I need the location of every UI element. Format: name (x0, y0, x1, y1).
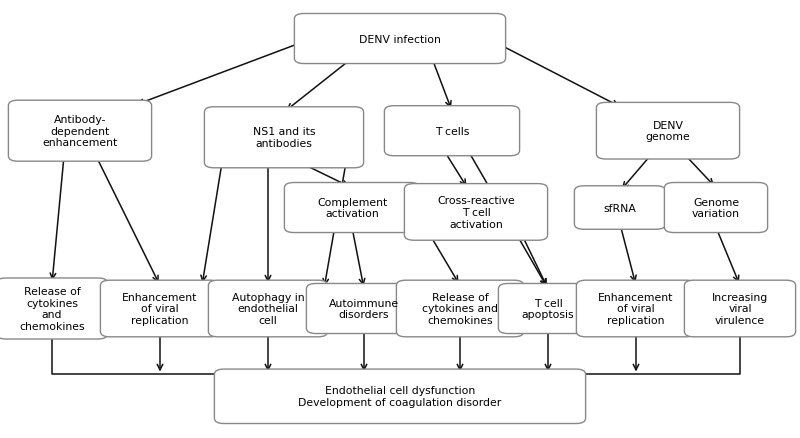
FancyBboxPatch shape (397, 281, 524, 337)
FancyBboxPatch shape (384, 106, 520, 156)
FancyBboxPatch shape (9, 101, 152, 162)
Text: T cells: T cells (435, 127, 469, 136)
Text: Endothelial cell dysfunction
Development of coagulation disorder: Endothelial cell dysfunction Development… (298, 385, 502, 407)
Text: Enhancement
of viral
replication: Enhancement of viral replication (122, 292, 198, 325)
Text: Genome
variation: Genome variation (692, 197, 740, 219)
FancyBboxPatch shape (294, 14, 506, 64)
FancyBboxPatch shape (576, 281, 696, 337)
FancyBboxPatch shape (214, 369, 586, 424)
FancyBboxPatch shape (685, 281, 795, 337)
Text: Autoimmune
disorders: Autoimmune disorders (329, 298, 399, 320)
FancyBboxPatch shape (574, 187, 666, 230)
FancyBboxPatch shape (306, 284, 422, 334)
FancyBboxPatch shape (0, 279, 107, 339)
Text: DENV
genome: DENV genome (646, 120, 690, 142)
FancyBboxPatch shape (664, 183, 768, 233)
Text: Autophagy in
endothelial
cell: Autophagy in endothelial cell (232, 292, 304, 325)
FancyBboxPatch shape (101, 281, 219, 337)
Text: Antibody-
dependent
enhancement: Antibody- dependent enhancement (42, 115, 118, 148)
Text: T cell
apoptosis: T cell apoptosis (522, 298, 574, 320)
FancyBboxPatch shape (208, 281, 328, 337)
Text: NS1 and its
antibodies: NS1 and its antibodies (253, 127, 315, 149)
FancyBboxPatch shape (596, 103, 739, 159)
FancyBboxPatch shape (285, 183, 419, 233)
Text: Increasing
viral
virulence: Increasing viral virulence (712, 292, 768, 325)
FancyBboxPatch shape (204, 107, 363, 168)
Text: Release of
cytokines and
chemokines: Release of cytokines and chemokines (422, 292, 498, 325)
Text: Complement
activation: Complement activation (317, 197, 387, 219)
Text: Release of
cytokines
and
chemokines: Release of cytokines and chemokines (19, 286, 85, 331)
FancyBboxPatch shape (498, 284, 598, 334)
Text: sfRNA: sfRNA (603, 203, 637, 213)
Text: Enhancement
of viral
replication: Enhancement of viral replication (598, 292, 674, 325)
FancyBboxPatch shape (404, 184, 547, 240)
Text: DENV infection: DENV infection (359, 35, 441, 44)
Text: Cross-reactive
T cell
activation: Cross-reactive T cell activation (437, 196, 515, 229)
